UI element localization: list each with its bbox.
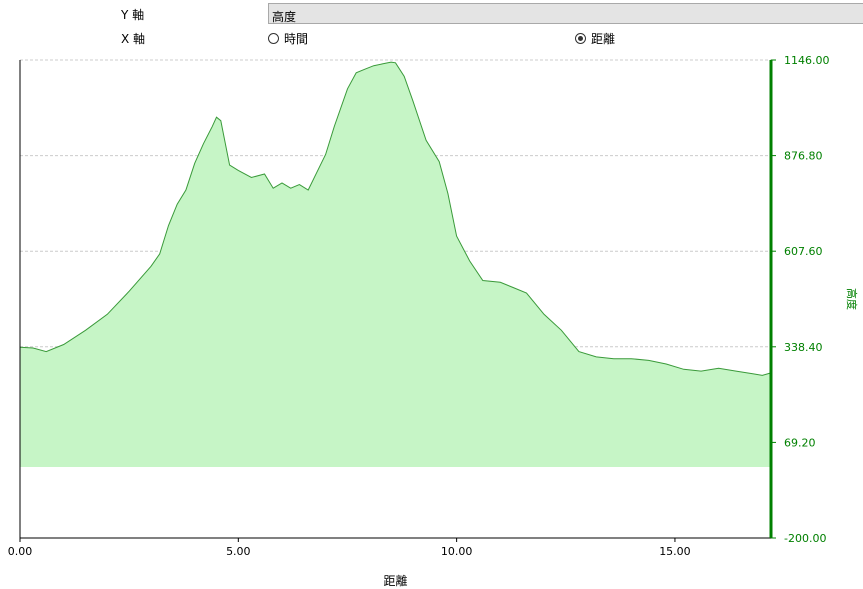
radio-time-circle-icon: [268, 33, 279, 44]
x-axis-radio-distance[interactable]: 距離: [575, 30, 615, 47]
x-axis-title: 距離: [383, 574, 407, 588]
x-axis-radio-time[interactable]: 時間: [268, 30, 308, 47]
y-tick-label: 338.40: [784, 341, 823, 354]
y-tick-labels: 1146.00 876.80 607.60 338.40 69.20 -200.00: [771, 54, 830, 545]
y-tick-label: -200.00: [784, 532, 826, 545]
x-tick-label: 5.00: [226, 545, 251, 558]
radio-distance-circle-icon: [575, 33, 586, 44]
elevation-area: [20, 62, 771, 467]
x-tick-label: 10.00: [441, 545, 473, 558]
x-tick-labels: 0.00 5.00 10.00 15.00: [8, 538, 691, 558]
radio-distance-label: 距離: [591, 32, 616, 46]
y-axis-select[interactable]: 高度: [268, 3, 863, 24]
y-tick-label: 1146.00: [784, 54, 830, 67]
x-axis-selector-label: X 軸: [121, 32, 146, 46]
y-axis-select-value: 高度: [272, 10, 297, 24]
y-tick-label: 69.20: [784, 436, 816, 449]
radio-time-label: 時間: [284, 32, 309, 46]
x-tick-label: 15.00: [659, 545, 691, 558]
y-axis-selector-label: Y 軸: [121, 8, 145, 22]
y-tick-label: 876.80: [784, 150, 823, 163]
elevation-line: [19, 61, 772, 376]
y-tick-label: 607.60: [784, 245, 823, 258]
x-tick-label: 0.00: [8, 545, 33, 558]
y-axis-title: 高度: [845, 288, 859, 310]
